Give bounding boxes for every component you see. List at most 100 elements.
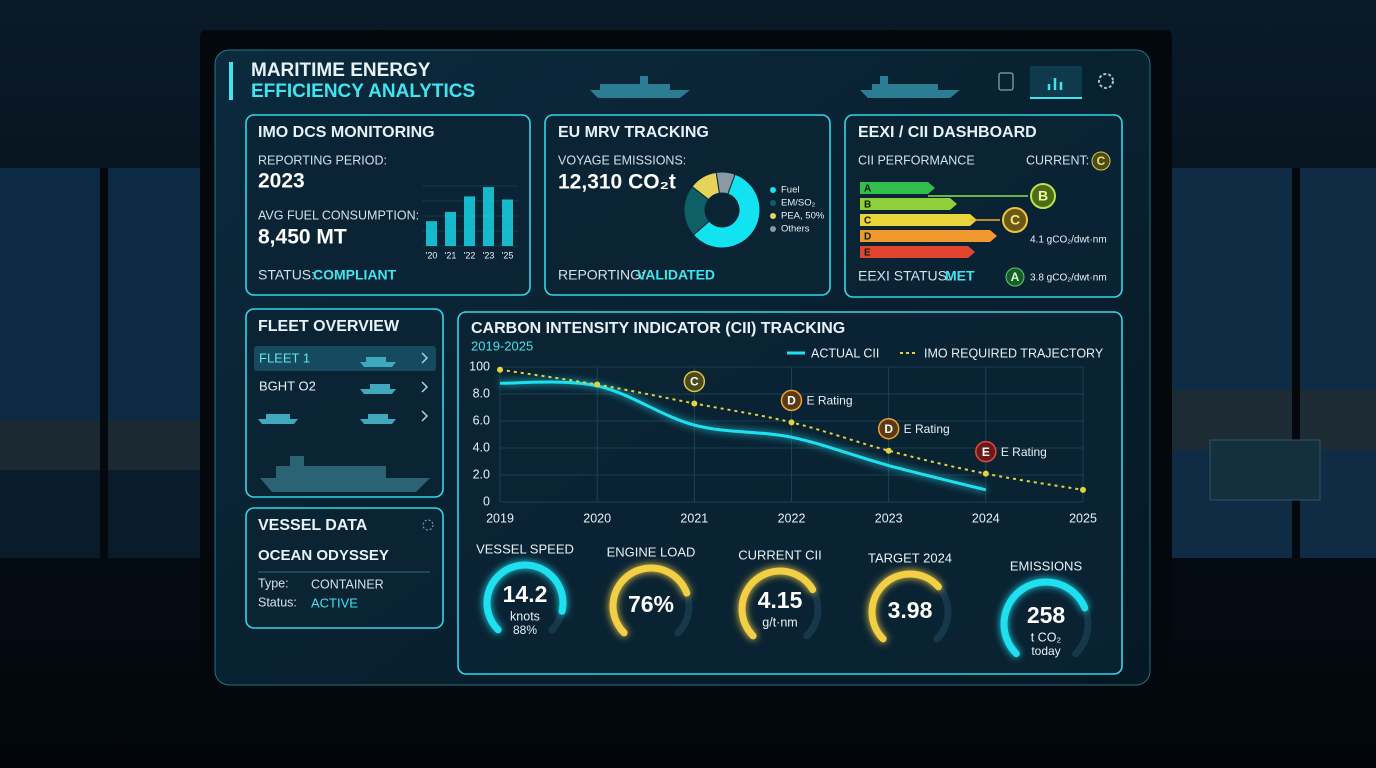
chart-subtitle: 2019-2025: [471, 338, 533, 353]
fleet-item: FLEET 1: [259, 350, 310, 365]
gauge-arc: [1000, 578, 1089, 658]
point: [788, 419, 795, 426]
y-tick-label: 0: [483, 494, 490, 508]
title: EFFICIENCY ANALYTICS: [251, 81, 475, 102]
rating-badge: [877, 417, 900, 440]
panel-title: VESSEL DATA: [258, 517, 368, 534]
ship-icon: [860, 76, 960, 98]
rating-label: D: [864, 232, 871, 243]
annotation: E Rating: [1001, 445, 1047, 459]
annotation: E Rating: [904, 422, 950, 436]
attained-badge: [1002, 207, 1028, 233]
label: Type:: [258, 576, 289, 590]
legend-label: PEA, 50%: [781, 211, 825, 222]
gauge-value: 76%: [628, 591, 674, 617]
ship-illustration: [260, 456, 430, 492]
label: EEXI STATUS:: [858, 268, 951, 284]
rating-bar: [860, 214, 977, 226]
y-tick-label: 6.0: [473, 413, 490, 427]
rating-bar: [860, 198, 957, 210]
rating-letter: D: [787, 394, 796, 408]
bar: [483, 187, 494, 246]
panel-title: EEXI / CII DASHBOARD: [858, 124, 1037, 141]
y-tick-label: 8.0: [473, 386, 490, 400]
series-line: [499, 380, 987, 492]
x-tick-label: 2022: [778, 511, 806, 525]
panel-title: IMO DCS MONITORING: [258, 124, 435, 141]
pie-slice: [692, 173, 761, 249]
legend-label: Others: [781, 224, 810, 235]
x-tick-label: '25: [502, 250, 514, 260]
label: STATUS:: [258, 267, 315, 283]
vessel-name: OCEAN ODYSSEY: [258, 547, 389, 564]
chart-title: CARBON INTENSITY INDICATOR (CII) TRACKIN…: [471, 320, 845, 337]
rating-badge: [683, 370, 706, 393]
y-tick-label: 4.0: [473, 440, 490, 454]
point: [885, 447, 892, 454]
x-tick-label: 2025: [1069, 511, 1097, 525]
x-tick-label: '21: [445, 250, 457, 260]
settings-button[interactable]: [1098, 73, 1114, 89]
legend-dot: [770, 213, 776, 219]
label: REPORTING PERIOD:: [258, 153, 387, 167]
rating-label: E: [864, 248, 871, 259]
x-tick-label: 2020: [583, 511, 611, 525]
imo-panel: [245, 114, 531, 296]
analytics-icon: [1047, 78, 1063, 90]
x-tick-label: 2023: [875, 511, 903, 525]
label: AVG FUEL CONSUMPTION:: [258, 208, 419, 222]
rating-label: B: [864, 200, 871, 211]
chevron: [421, 352, 429, 422]
bar: [464, 196, 475, 246]
fleet-item: BGHT O2: [259, 378, 316, 393]
label: CURRENT:: [1026, 153, 1089, 167]
rating-letter: E: [982, 445, 990, 459]
gauge-value: 4.15: [758, 587, 803, 613]
x-tick-label: '22: [464, 250, 476, 260]
reporting: VALIDATED: [637, 267, 715, 283]
point: [497, 366, 503, 373]
gauge-label: ENGINE LOAD: [607, 544, 696, 559]
label: REPORTING:: [558, 267, 645, 283]
fuel: 8,450 MT: [258, 226, 347, 249]
eexi-rating: A: [1011, 270, 1020, 284]
attained-rating: C: [1010, 212, 1020, 228]
rating-letter: D: [884, 422, 893, 436]
title-accent: [229, 62, 233, 100]
panel-title: FLEET OVERVIEW: [258, 318, 400, 335]
gauge-arc: [609, 564, 691, 637]
report-button[interactable]: [998, 72, 1014, 91]
x-tick-label: '23: [483, 250, 495, 260]
rating-label: A: [864, 184, 871, 195]
label: CII PERFORMANCE: [858, 153, 975, 167]
status: COMPLIANT: [313, 267, 397, 283]
vessel-status: ACTIVE: [311, 595, 358, 610]
ship-icon: [258, 357, 396, 424]
period: 2023: [258, 170, 305, 193]
legend-dot: [770, 200, 776, 206]
bar: [445, 211, 456, 246]
legend-label: EM/SO₂: [781, 198, 816, 209]
x-tick-label: 2024: [972, 511, 1000, 525]
eexi-badge: [1005, 267, 1025, 287]
eexi-value: 3.8 gCO₂/dwt·nm: [1030, 273, 1107, 284]
target-badge: [1030, 183, 1056, 209]
emissions: 12,310 CO₂t: [558, 171, 676, 194]
legend-label: ACTUAL CII: [811, 346, 879, 360]
eexi-status: MET: [945, 268, 975, 284]
x-tick-label: 2019: [486, 511, 514, 525]
gauge-unit: g/t·nm: [762, 615, 797, 629]
annotation: E Rating: [807, 394, 853, 408]
gauge-arc: [738, 567, 817, 640]
gauge-label: TARGET 2024: [868, 550, 952, 565]
bar: [426, 221, 437, 246]
point: [1080, 486, 1086, 493]
settings-icon[interactable]: [422, 519, 434, 531]
gauge-label: CURRENT CII: [738, 547, 822, 562]
legend-label: IMO REQUIRED TRAJECTORY: [924, 346, 1104, 360]
attained-value: 4.1 gCO₂/dwt·nm: [1030, 235, 1107, 246]
title: MARITIME ENERGY: [251, 60, 431, 81]
current: C: [1097, 154, 1106, 168]
pie-slice: [715, 171, 736, 195]
gauge-arc: [483, 561, 567, 634]
